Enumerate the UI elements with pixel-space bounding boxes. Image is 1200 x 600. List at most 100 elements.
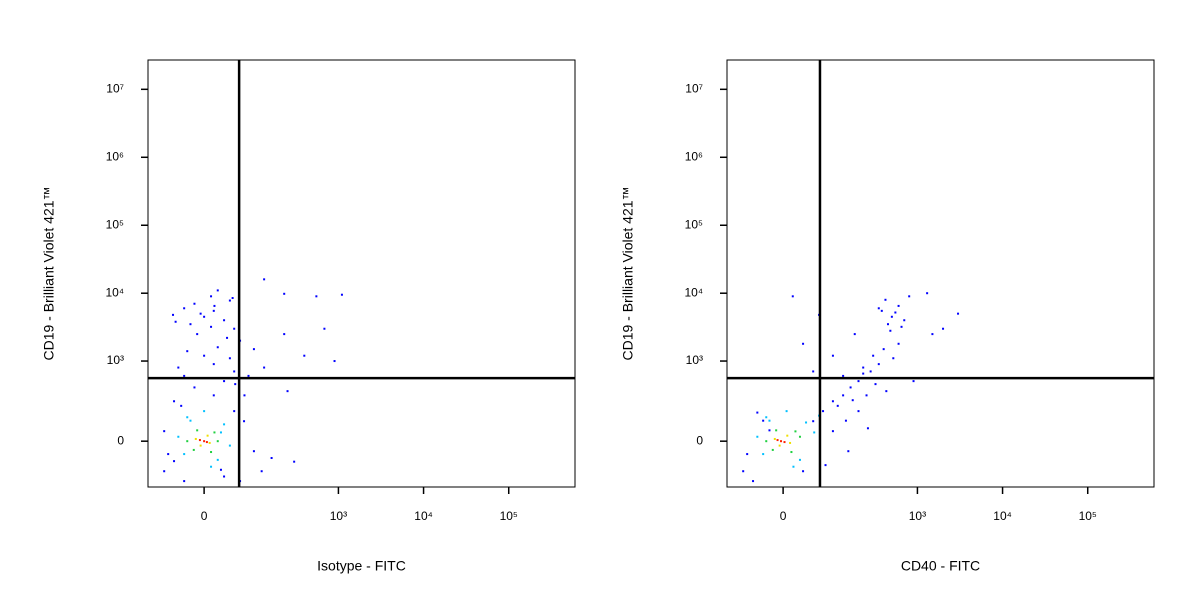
event-dot <box>208 441 211 444</box>
event-dot <box>174 320 177 323</box>
event-dot <box>862 372 865 375</box>
event-dot <box>173 460 176 463</box>
x-tick-label: 10³ <box>330 509 347 523</box>
event-dot <box>333 360 336 363</box>
event-dot <box>942 327 945 330</box>
y-tick-label: 10⁷ <box>685 81 703 95</box>
event-dot <box>203 315 206 318</box>
event-dot <box>885 390 888 393</box>
event-dot <box>203 440 206 443</box>
event-dot <box>771 448 774 451</box>
event-dot <box>742 470 745 473</box>
event-dot <box>219 468 222 471</box>
event-dot <box>773 437 776 440</box>
event-dot <box>857 380 860 383</box>
event-dot <box>851 399 854 402</box>
event-dot <box>186 416 189 419</box>
event-dot <box>778 444 781 447</box>
event-dot <box>212 394 215 397</box>
x-tick-label: 0 <box>201 509 208 523</box>
event-dot <box>210 451 213 454</box>
y-tick-label: 0 <box>117 433 124 447</box>
event-dot <box>762 419 765 422</box>
x-tick-label: 10⁵ <box>1079 509 1097 523</box>
event-dot <box>183 480 186 483</box>
event-dot <box>812 370 815 373</box>
y-tick-label: 10³ <box>107 353 124 367</box>
event-dot <box>177 435 180 438</box>
y-axis-label: CD19 - Brilliant Violet 421™ <box>41 186 57 360</box>
event-dot <box>323 327 326 330</box>
event-dot <box>216 458 219 461</box>
event-dot <box>849 386 852 389</box>
event-dot <box>831 354 834 357</box>
event-dot <box>196 429 199 432</box>
event-dot <box>340 293 343 296</box>
event-dot <box>199 312 202 315</box>
event-dot <box>196 333 199 336</box>
event-dot <box>223 380 226 383</box>
event-dot <box>877 307 880 310</box>
x-tick-label: 10⁵ <box>500 509 518 523</box>
y-axis-label: CD19 - Brilliant Violet 421™ <box>620 186 636 360</box>
event-dot <box>186 440 189 443</box>
event-dot <box>212 363 215 366</box>
event-dot <box>172 313 175 316</box>
event-dot <box>270 457 273 460</box>
event-dot <box>252 450 255 453</box>
event-dot <box>193 386 196 389</box>
event-dot <box>177 366 180 369</box>
event-dot <box>931 333 934 336</box>
y-tick-label: 10⁵ <box>106 217 124 231</box>
event-dot <box>897 304 900 307</box>
event-dot <box>216 346 219 349</box>
event-dot <box>872 354 875 357</box>
event-dot <box>912 380 915 383</box>
event-dot <box>908 295 911 298</box>
event-dot <box>213 304 216 307</box>
event-dot <box>286 390 289 393</box>
event-dot <box>223 319 226 322</box>
event-dot <box>866 427 869 430</box>
event-dot <box>163 430 166 433</box>
event-dot <box>252 348 255 351</box>
event-dot <box>792 465 795 468</box>
y-tick-label: 10⁶ <box>685 149 703 163</box>
event-dot <box>231 297 234 300</box>
event-dot <box>926 292 929 295</box>
event-dot <box>853 333 856 336</box>
event-dot <box>842 374 845 377</box>
event-dot <box>824 464 827 467</box>
event-dot <box>886 323 889 326</box>
y-tick-label: 10⁴ <box>684 285 703 299</box>
event-dot <box>756 435 759 438</box>
event-dot <box>768 429 771 432</box>
event-dot <box>199 444 202 447</box>
y-tick-label: 10⁶ <box>106 149 124 163</box>
event-dot <box>283 292 286 295</box>
event-dot <box>775 429 778 432</box>
event-dot <box>263 278 266 281</box>
event-dot <box>243 420 246 423</box>
event-dot <box>263 366 266 369</box>
event-dot <box>765 440 768 443</box>
x-tick-label: 0 <box>780 509 787 523</box>
event-dot <box>752 480 755 483</box>
event-dot <box>798 435 801 438</box>
event-dot <box>213 431 216 434</box>
event-dot <box>260 470 263 473</box>
event-dot <box>163 470 166 473</box>
event-dot <box>813 431 816 434</box>
event-dot <box>857 410 860 413</box>
event-dot <box>194 437 197 440</box>
event-dot <box>790 451 793 454</box>
event-dot <box>785 410 788 413</box>
event-dot <box>802 342 805 345</box>
event-dot <box>762 453 765 456</box>
event-dot <box>890 315 893 318</box>
event-dot <box>219 431 222 434</box>
event-dot <box>831 400 834 403</box>
event-dot <box>183 307 186 310</box>
event-dot <box>223 475 226 478</box>
event-dot <box>283 333 286 336</box>
